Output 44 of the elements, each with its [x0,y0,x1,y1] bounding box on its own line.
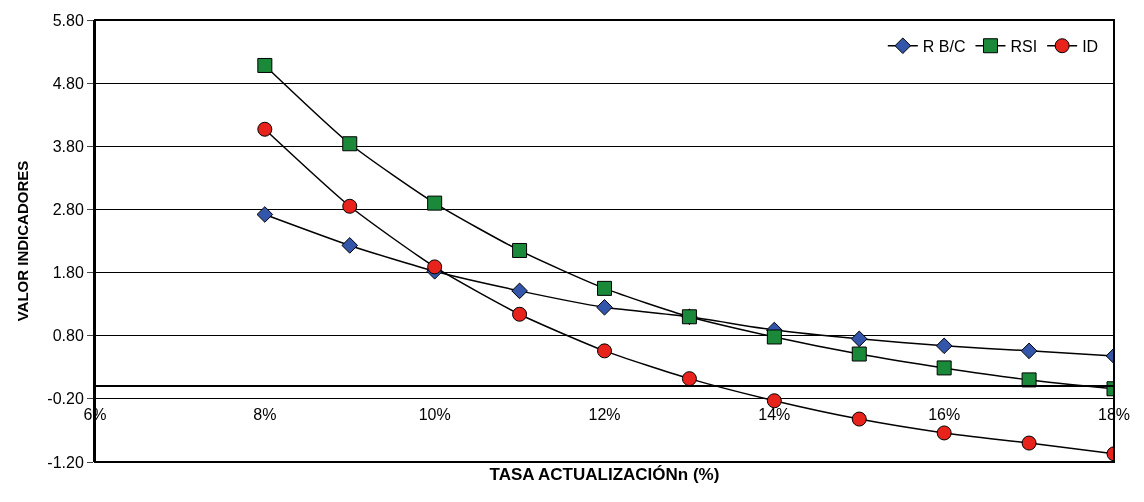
y-tick-label: 0.80 [52,327,84,345]
point [936,425,952,441]
point [512,242,528,258]
point [766,393,782,409]
y-tick-label: 1.80 [52,264,84,282]
legend-label: ID [1082,37,1099,55]
point [257,57,273,73]
point [427,259,443,275]
x-axis-title: TASA ACTUALIZACIÓNn (%) [489,465,720,485]
x-tick-label: 14% [758,406,791,424]
y-tick-label: 2.80 [52,201,84,219]
point [341,237,359,254]
legend-label: R B/C [922,37,966,55]
point [851,346,867,362]
point [936,360,952,376]
point [256,206,274,223]
legend-label: RSI [1010,37,1038,55]
y-tick-label: -1.20 [47,453,84,471]
x-tick-label: 10% [418,406,451,424]
point [851,411,867,427]
point [1021,372,1037,388]
y-tick-label: 3.80 [52,137,84,155]
point [681,371,697,387]
y-tick-label: 5.80 [52,11,84,29]
point [511,282,528,300]
y-tick-label: 4.80 [52,74,84,92]
point [597,280,612,296]
point [512,306,528,322]
point [342,198,358,214]
x-tick-label: 16% [928,406,961,424]
point [1021,435,1037,451]
point [1020,342,1038,360]
point [935,337,953,355]
point [597,343,612,359]
y-tick-label: -0.20 [47,390,84,408]
x-tick-label: 12% [588,406,621,424]
x-tick-label: 8% [253,406,277,424]
point [427,195,443,211]
point [257,121,273,137]
point [766,329,782,345]
y-axis-title: VALOR INDICADORES [14,160,32,322]
point [596,299,613,316]
point [342,136,358,152]
point [850,330,868,348]
